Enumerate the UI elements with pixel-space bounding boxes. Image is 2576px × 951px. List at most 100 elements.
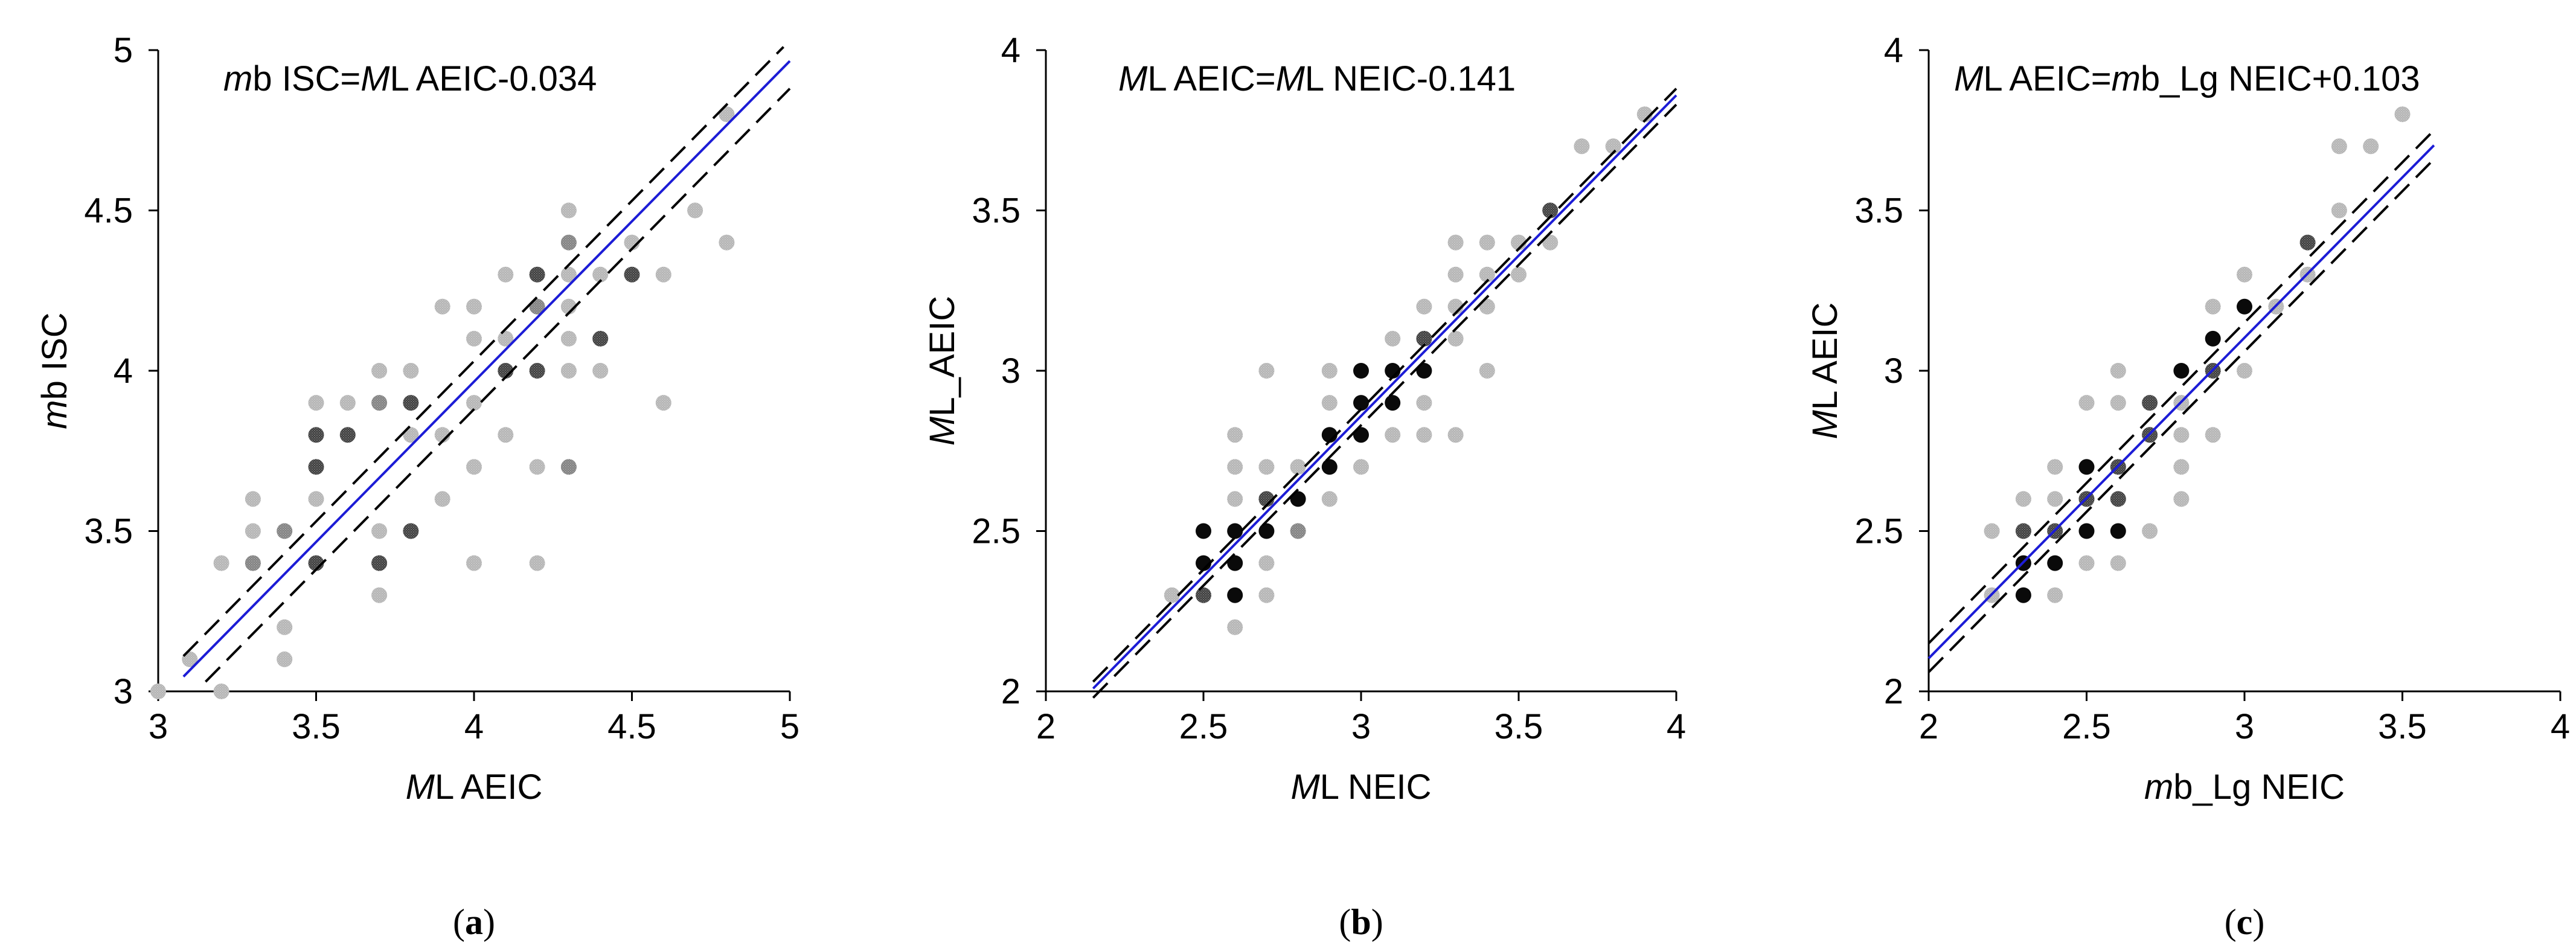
data-point-texture (1479, 266, 1495, 283)
chart-panel-a: 3 3.5 4 4.5 5 3 3.5 4 4.5 5 ML AEIC mb ISC mb ISC=ML… (35, 31, 799, 942)
x-tick-label: 2.5 (1179, 707, 1228, 746)
data-point-texture (1542, 202, 1559, 219)
data-point-texture (2142, 523, 2158, 539)
x-tick-label: 3.5 (2378, 707, 2427, 746)
data-point-texture (1447, 234, 1464, 251)
data-point-texture (308, 491, 324, 507)
x-axis-label: mb_Lg NEIC (2144, 767, 2345, 807)
data-point-texture (1290, 459, 1306, 475)
data-point-texture (2047, 491, 2063, 507)
data-point-texture (498, 330, 514, 347)
y-axis-label: ML_AEIC (923, 296, 962, 446)
data-point-texture (1416, 395, 1432, 411)
data-point-texture (2110, 363, 2126, 379)
data-point-texture (1196, 587, 1211, 603)
data-point-texture (2078, 395, 2095, 411)
y-tick-label: 2.5 (1854, 512, 1903, 551)
data-point-texture (1258, 555, 1275, 571)
data-point-texture (466, 459, 482, 475)
y-tick-label: 3 (114, 672, 133, 711)
data-point-texture (687, 202, 703, 219)
data-point-texture (339, 427, 356, 443)
x-axis-label: ML AEIC (406, 767, 543, 807)
data-point-texture (592, 330, 609, 347)
data-point-texture (1258, 363, 1275, 379)
panel-caption: (b) (1339, 902, 1383, 942)
regression-equation: mb ISC=ML AEIC-0.034 (223, 59, 597, 98)
data-point-texture (466, 330, 482, 347)
data-point-texture (2047, 459, 2063, 475)
data-point-texture (371, 587, 388, 603)
data-point-texture (308, 459, 324, 475)
data-point-texture (1321, 395, 1338, 411)
regression-line (1092, 94, 1677, 690)
data-point-texture (1227, 491, 1243, 507)
data-point-texture (403, 395, 419, 411)
y-tick-label: 2 (1884, 672, 1903, 711)
data-point-texture (1416, 330, 1432, 347)
data-point (2078, 459, 2095, 475)
data-point-texture (1447, 330, 1464, 347)
x-tick-label: 4 (2551, 707, 2570, 746)
chart-panel-b: 2 2.5 3 3.5 4 2 2.5 3 3.5 4 ML NEIC ML_AEIC ML AEIC=… (923, 31, 1686, 942)
data-point-texture (1227, 427, 1243, 443)
panel-caption: (a) (453, 902, 495, 942)
data-point-texture (371, 363, 388, 379)
data-point-texture (560, 202, 577, 219)
data-point-texture (655, 395, 671, 411)
y-tick-label: 4 (1001, 31, 1020, 70)
data-point (2237, 298, 2252, 315)
data-point-texture (466, 395, 482, 411)
x-tick-label: 2 (1919, 707, 1938, 746)
data-point-texture (213, 684, 229, 699)
data-point-texture (1258, 587, 1275, 603)
data-point-texture (277, 651, 293, 667)
data-point-texture (213, 555, 229, 571)
data-point-texture (277, 523, 293, 539)
y-tick-label: 3.5 (84, 512, 133, 551)
data-point (2205, 330, 2221, 347)
data-point (2078, 523, 2095, 539)
data-point-texture (1258, 459, 1275, 475)
data-point (1353, 395, 1369, 411)
y-tick-label: 4 (114, 351, 133, 391)
data-point-texture (245, 555, 261, 571)
x-tick-label: 2.5 (2062, 707, 2111, 746)
data-point (2047, 555, 2063, 571)
regression-equation: ML AEIC=ML NEIC-0.141 (1118, 59, 1516, 98)
data-point-texture (466, 555, 482, 571)
data-point (1321, 459, 1338, 475)
data-point-texture (434, 298, 450, 315)
x-tick-label: 4 (464, 707, 484, 746)
data-point-texture (466, 298, 482, 315)
data-point-texture (371, 555, 388, 571)
data-point-texture (2015, 491, 2031, 507)
y-tick-label: 2.5 (972, 512, 1020, 551)
data-point-texture (498, 266, 514, 283)
data-point-texture (2363, 138, 2379, 155)
data-point-texture (371, 523, 388, 539)
data-point-texture (592, 266, 609, 283)
data-point-texture (371, 395, 388, 411)
data-point-texture (719, 234, 735, 251)
x-tick-label: 5 (780, 707, 799, 746)
data-point (1258, 523, 1275, 539)
data-point-texture (1605, 138, 1621, 155)
data-point-texture (2142, 395, 2158, 411)
data-point-texture (2078, 555, 2095, 571)
confidence-line (1092, 88, 1677, 683)
confidence-line (205, 88, 791, 683)
confidence-line (1092, 103, 1677, 699)
data-point-texture (1447, 266, 1464, 283)
y-tick-label: 5 (114, 31, 133, 70)
data-point-texture (2015, 523, 2031, 539)
data-point-texture (655, 266, 671, 283)
x-tick-label: 3 (2235, 707, 2254, 746)
data-point-texture (1227, 459, 1243, 475)
data-point-texture (1479, 363, 1495, 379)
data-point-texture (2173, 459, 2190, 475)
data-point-texture (529, 363, 545, 379)
data-point-texture (2299, 234, 2316, 251)
data-point-texture (1164, 587, 1180, 603)
